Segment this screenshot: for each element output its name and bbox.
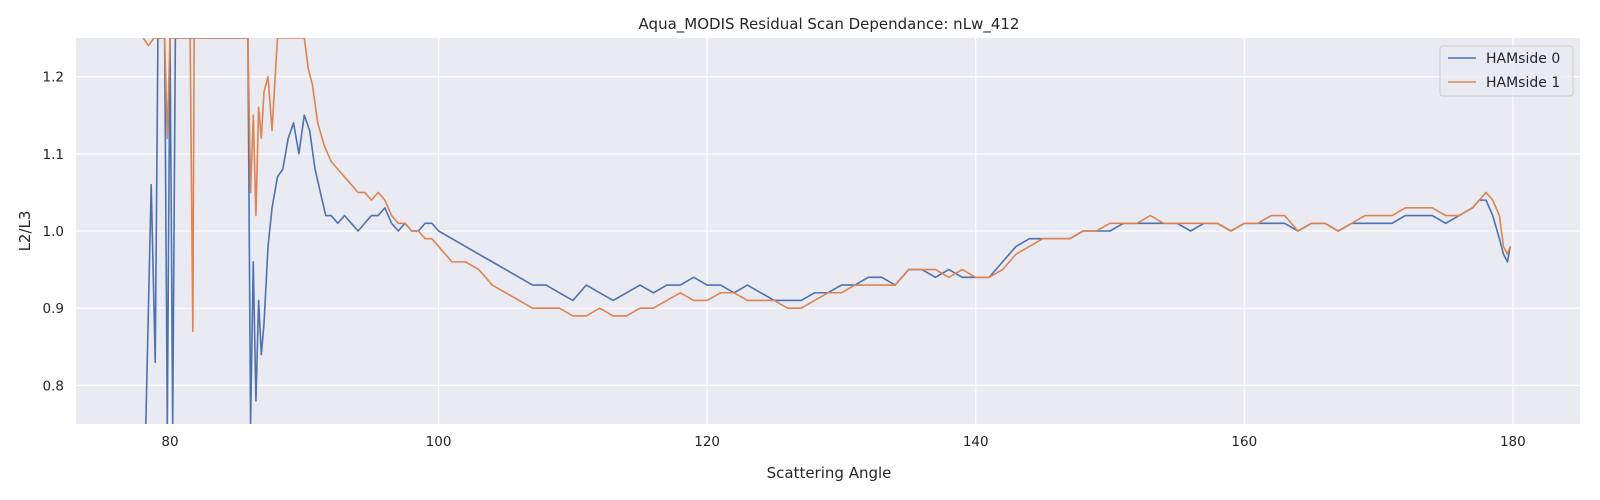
y-tick-label: 1.1: [43, 147, 64, 163]
x-tick-label: 180: [1500, 434, 1526, 450]
y-tick-label: 0.9: [43, 301, 64, 317]
x-axis-label: Scattering Angle: [767, 464, 892, 482]
x-tick-label: 120: [694, 434, 720, 450]
x-tick-label: 160: [1231, 434, 1257, 450]
legend: HAMside 0 HAMside 1: [1439, 45, 1574, 97]
legend-label-hamside-0: HAMside 0: [1486, 51, 1560, 67]
grid-lines: [76, 38, 1580, 424]
x-tick-label: 100: [426, 434, 452, 450]
y-tick-label: 1.2: [43, 70, 64, 86]
y-axis-label: L2/L3: [16, 211, 34, 252]
x-tick-label: 80: [161, 434, 178, 450]
y-tick-label: 1.0: [43, 224, 64, 240]
y-tick-label: 0.8: [43, 378, 64, 394]
y-axis-ticks: 0.8 0.9 1.0 1.1 1.2: [43, 70, 64, 395]
series-layer: [142, 38, 1511, 424]
series-line-hamside-1: [142, 38, 1511, 333]
chart-title: Aqua_MODIS Residual Scan Dependance: nLw…: [639, 15, 1020, 34]
series-line-hamside-0: [145, 38, 1511, 424]
legend-label-hamside-1: HAMside 1: [1486, 75, 1560, 91]
x-axis-ticks: 80 100 120 140 160 180: [161, 434, 1525, 450]
x-tick-label: 140: [963, 434, 989, 450]
